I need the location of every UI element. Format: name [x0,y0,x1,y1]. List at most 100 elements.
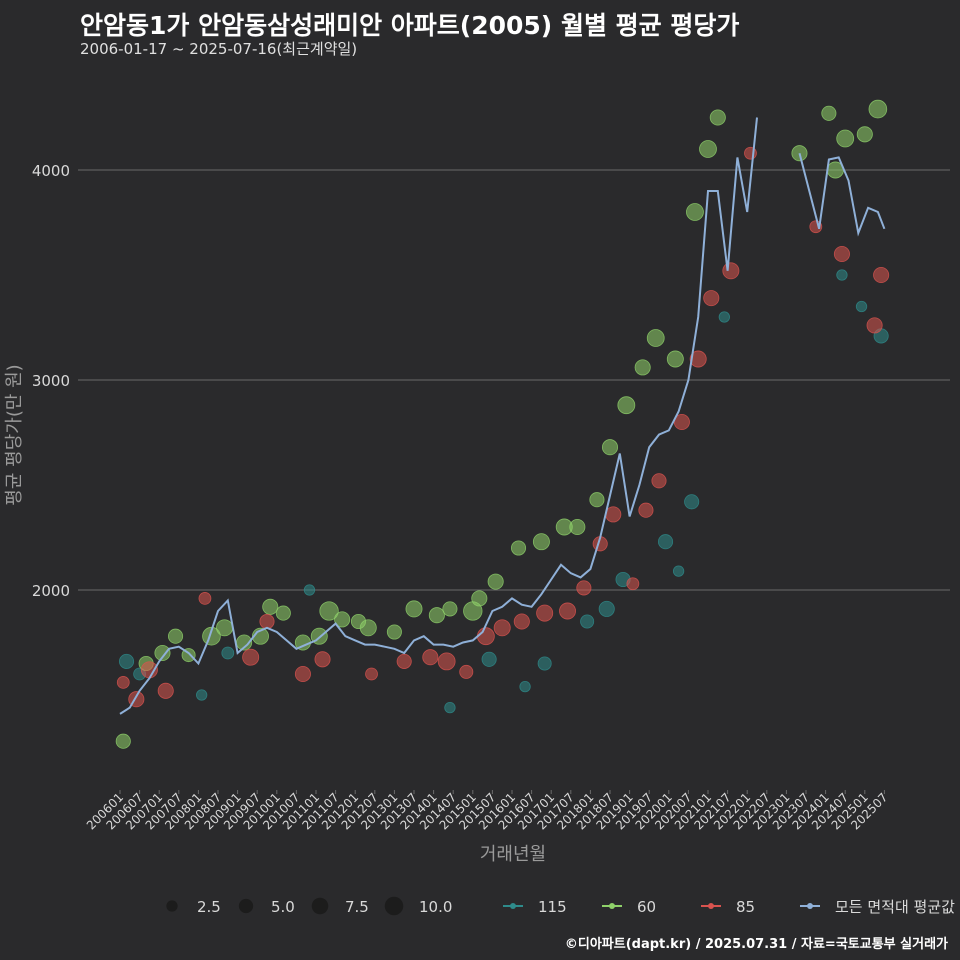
series-legend-label: 115 [538,898,567,916]
point-115 [118,653,135,669]
point-115 [672,565,685,577]
point-60 [589,492,605,508]
y-tick-label: 2000 [32,582,70,600]
point-85 [493,619,511,637]
point-85 [866,317,883,334]
point-85 [873,266,890,284]
point-60 [836,129,855,148]
point-60 [167,628,184,644]
grid-lines [78,169,950,591]
point-85 [294,665,311,683]
point-115 [718,311,730,323]
point-60 [646,329,665,347]
point-115 [196,689,208,701]
point-85 [576,580,592,596]
point-60 [471,590,488,607]
source-caption: ©디아파트(dapt.kr) / 2025.07.31 / 자료=국토교통부 실… [564,937,948,952]
y-tick-label: 3000 [32,372,70,390]
point-85 [651,473,667,489]
point-115 [580,614,595,629]
point-60 [569,518,586,536]
point-115 [519,680,531,693]
point-60 [791,145,808,162]
average-line [119,117,886,715]
point-60 [275,605,291,621]
point-60 [856,126,873,143]
series-legend-label: 85 [736,898,755,916]
point-60 [666,350,684,368]
point-85 [459,664,474,679]
size-legend-label: 10.0 [419,898,452,916]
point-115 [836,269,848,281]
point-85 [198,592,212,605]
point-60 [617,396,636,415]
point-85 [476,627,495,646]
legend: 2.5 5.0 7.5 10.0 115 60 85 모든 면적대 평균값 [166,896,955,916]
point-85 [314,651,331,668]
y-axis-ticks: 2000 3000 4000 [32,162,70,600]
point-60 [709,109,726,126]
scatter-points [115,99,890,749]
x-axis-label: 거래년월 [480,844,546,865]
size-legend-label: 7.5 [345,898,369,916]
point-85 [157,682,174,699]
point-60 [532,533,550,551]
point-60 [319,601,339,621]
point-85 [396,653,412,669]
point-60 [386,624,402,640]
point-60 [821,105,837,121]
point-115 [481,651,497,667]
point-85 [242,648,260,666]
series-legend-dot [708,903,714,909]
point-85 [638,502,654,518]
series-legend-dot [510,903,516,909]
y-tick-label: 4000 [32,162,70,180]
series-legend-dot [609,903,615,909]
point-60 [601,439,619,456]
point-85 [422,649,439,666]
point-115 [657,534,674,550]
point-60 [428,607,445,624]
point-115 [303,584,316,596]
point-85 [365,667,378,681]
point-85 [689,350,707,368]
series-legend-label: 60 [637,898,656,916]
point-60 [262,598,279,615]
x-axis-ticks: 2006012006072007012007072008012008072009… [84,790,891,833]
point-60 [154,644,171,662]
point-85 [116,676,130,689]
point-115 [855,300,868,313]
point-85 [605,506,622,523]
average-line-segment [119,117,758,715]
series-legend-label: 모든 면적대 평균값 [835,898,955,916]
point-85 [626,577,640,591]
point-85 [559,602,577,620]
point-60 [868,99,888,119]
point-60 [115,733,131,749]
point-85 [536,604,554,622]
point-60 [359,619,377,637]
size-legend-dot [384,896,404,916]
point-60 [216,619,234,637]
y-axis-label: 평균 평당가(만 원) [4,364,25,505]
point-115 [537,656,552,671]
point-85 [722,262,740,280]
point-60 [634,359,651,376]
point-60 [699,140,717,158]
size-legend-dot [238,898,254,914]
series-legend-dot [807,903,813,909]
point-60 [405,600,423,618]
point-85 [259,613,275,630]
size-legend-dot [311,897,329,915]
point-60 [442,601,458,617]
point-60 [487,573,504,590]
point-85 [833,245,850,263]
point-60 [686,203,704,221]
point-85 [703,290,720,307]
average-line-segment [798,152,886,237]
chart-subtitle: 2006-01-17 ~ 2025-07-16(최근계약일) [80,40,358,58]
point-85 [437,652,456,671]
size-legend-label: 5.0 [271,898,295,916]
chart-title: 안암동1가 안암동삼성래미안 아파트(2005) 월별 평균 평당가 [80,11,740,40]
